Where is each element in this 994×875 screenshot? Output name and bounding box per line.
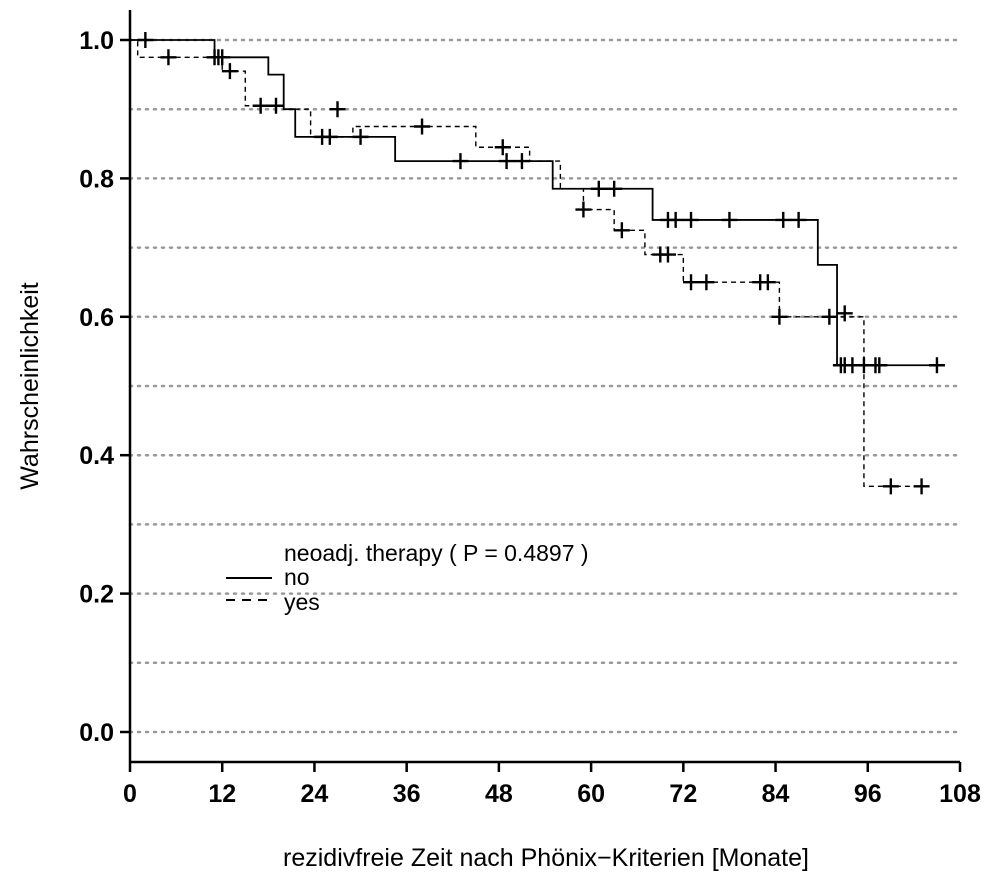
censor-mark-yes — [590, 180, 607, 197]
censor-mark-yes — [698, 274, 715, 291]
gridlines — [128, 38, 962, 734]
censor-mark-yes — [613, 222, 630, 239]
censor-mark-yes — [913, 478, 930, 495]
series-line-no — [130, 39, 937, 367]
censor-mark-yes — [821, 308, 838, 325]
censor-mark-yes — [771, 308, 788, 325]
censor-mark-yes — [352, 128, 369, 145]
censor-mark-yes — [575, 201, 592, 218]
censor-mark-no — [928, 357, 945, 374]
y-tick-label: 0.4 — [79, 442, 114, 470]
censor-mark-yes — [494, 139, 511, 156]
legend: neoadj. therapy ( P = 0.4897 ) no yes — [226, 540, 589, 615]
x-tick-label: 84 — [762, 780, 790, 808]
x-tick-label: 108 — [939, 780, 981, 808]
y-tick-label: 0.6 — [79, 304, 114, 332]
censor-mark-yes — [160, 49, 177, 66]
censor-mark-no — [667, 211, 684, 228]
censor-mark-yes — [221, 63, 238, 80]
censor-mark-yes — [414, 118, 431, 135]
axis-ticks: 0 12 24 36 48 60 72 84 96 108 0.0 0.2 0.4 0.6 0.8 1.0 — [79, 27, 981, 808]
x-tick-label: 48 — [485, 780, 513, 808]
legend-title: neoadj. therapy ( P = 0.4897 ) — [284, 540, 589, 566]
legend-label-no: no — [284, 564, 310, 590]
x-tick-label: 36 — [393, 780, 421, 808]
censor-mark-yes — [452, 153, 469, 170]
survival-curves — [130, 39, 937, 488]
censor-mark-yes — [206, 49, 223, 66]
x-tick-label: 24 — [301, 780, 329, 808]
x-tick-label: 60 — [577, 780, 605, 808]
y-axis-title: Wahrscheinlichkeit — [16, 282, 44, 490]
censor-mark-yes — [268, 97, 285, 114]
censor-mark-yes — [606, 180, 623, 197]
y-tick-label: 1.0 — [79, 27, 114, 55]
censor-mark-yes — [759, 274, 776, 291]
x-axis-title: rezidivfreie Zeit nach Phönix−Kriterien … — [283, 844, 809, 872]
x-tick-label: 72 — [669, 780, 697, 808]
censor-marks — [137, 32, 945, 495]
series-line-yes — [130, 39, 922, 488]
censor-mark-yes — [882, 478, 899, 495]
y-tick-label: 0.0 — [79, 719, 114, 747]
axes — [128, 10, 960, 764]
censor-mark-yes — [252, 97, 269, 114]
censor-mark-yes — [498, 153, 515, 170]
x-tick-label: 0 — [123, 780, 137, 808]
censor-mark-yes — [329, 101, 346, 118]
x-tick-label: 96 — [854, 780, 882, 808]
censor-mark-yes — [659, 246, 676, 263]
censor-mark-yes — [513, 153, 530, 170]
legend-label-yes: yes — [284, 589, 320, 615]
censor-mark-no — [790, 211, 807, 228]
censor-mark-no — [683, 211, 700, 228]
y-tick-label: 0.2 — [79, 581, 114, 609]
censor-mark-yes — [321, 128, 338, 145]
censor-mark-no — [871, 357, 888, 374]
censor-mark-yes — [836, 305, 853, 322]
censor-mark-yes — [683, 274, 700, 291]
y-tick-label: 0.8 — [79, 165, 114, 193]
x-tick-label: 12 — [208, 780, 236, 808]
censor-mark-no — [775, 211, 792, 228]
censor-mark-no — [721, 211, 738, 228]
censor-mark-no — [137, 32, 154, 48]
